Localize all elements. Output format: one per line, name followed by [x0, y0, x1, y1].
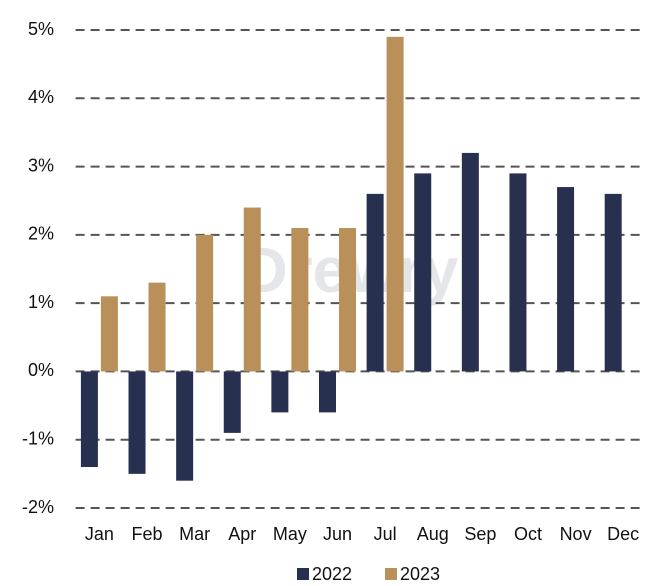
x-tick-label: Jan: [85, 524, 114, 544]
bar: [196, 234, 214, 372]
x-tick-label: Feb: [132, 524, 163, 544]
bar: [128, 371, 146, 474]
bar: [148, 282, 166, 372]
bar: [318, 371, 336, 413]
x-tick-label: Jul: [374, 524, 397, 544]
y-tick-label: 2%: [28, 224, 54, 244]
y-tick-label: 0%: [28, 360, 54, 380]
y-tick-label: 3%: [28, 155, 54, 175]
legend-swatch: [385, 568, 397, 580]
bar: [243, 207, 261, 372]
x-tick-label: Dec: [607, 524, 639, 544]
bar: [604, 193, 622, 372]
legend-label: 2023: [400, 564, 440, 584]
x-tick-label: Nov: [560, 524, 592, 544]
x-tick-label: Mar: [179, 524, 210, 544]
bar: [291, 228, 309, 372]
x-tick-label: Jun: [323, 524, 352, 544]
legend-swatch: [297, 568, 309, 580]
y-tick-label: -2%: [22, 497, 54, 517]
x-tick-label: Apr: [228, 524, 256, 544]
bar: [338, 228, 356, 372]
bar: [509, 173, 527, 372]
x-tick-label: May: [273, 524, 307, 544]
bar: [100, 296, 118, 372]
x-tick-label: Aug: [417, 524, 449, 544]
bar: [557, 187, 575, 372]
bar: [386, 36, 404, 372]
bar: [176, 371, 194, 481]
y-tick-label: 5%: [28, 19, 54, 39]
x-tick-label: Oct: [514, 524, 542, 544]
y-tick-label: -1%: [22, 428, 54, 448]
bar: [414, 173, 432, 372]
bar: [271, 371, 289, 413]
bar: [366, 193, 384, 372]
bar: [461, 152, 479, 372]
x-tick-label: Sep: [464, 524, 496, 544]
legend-label: 2022: [312, 564, 352, 584]
y-tick-label: 1%: [28, 292, 54, 312]
bar: [223, 371, 241, 433]
bar: [80, 371, 98, 468]
y-tick-label: 4%: [28, 87, 54, 107]
